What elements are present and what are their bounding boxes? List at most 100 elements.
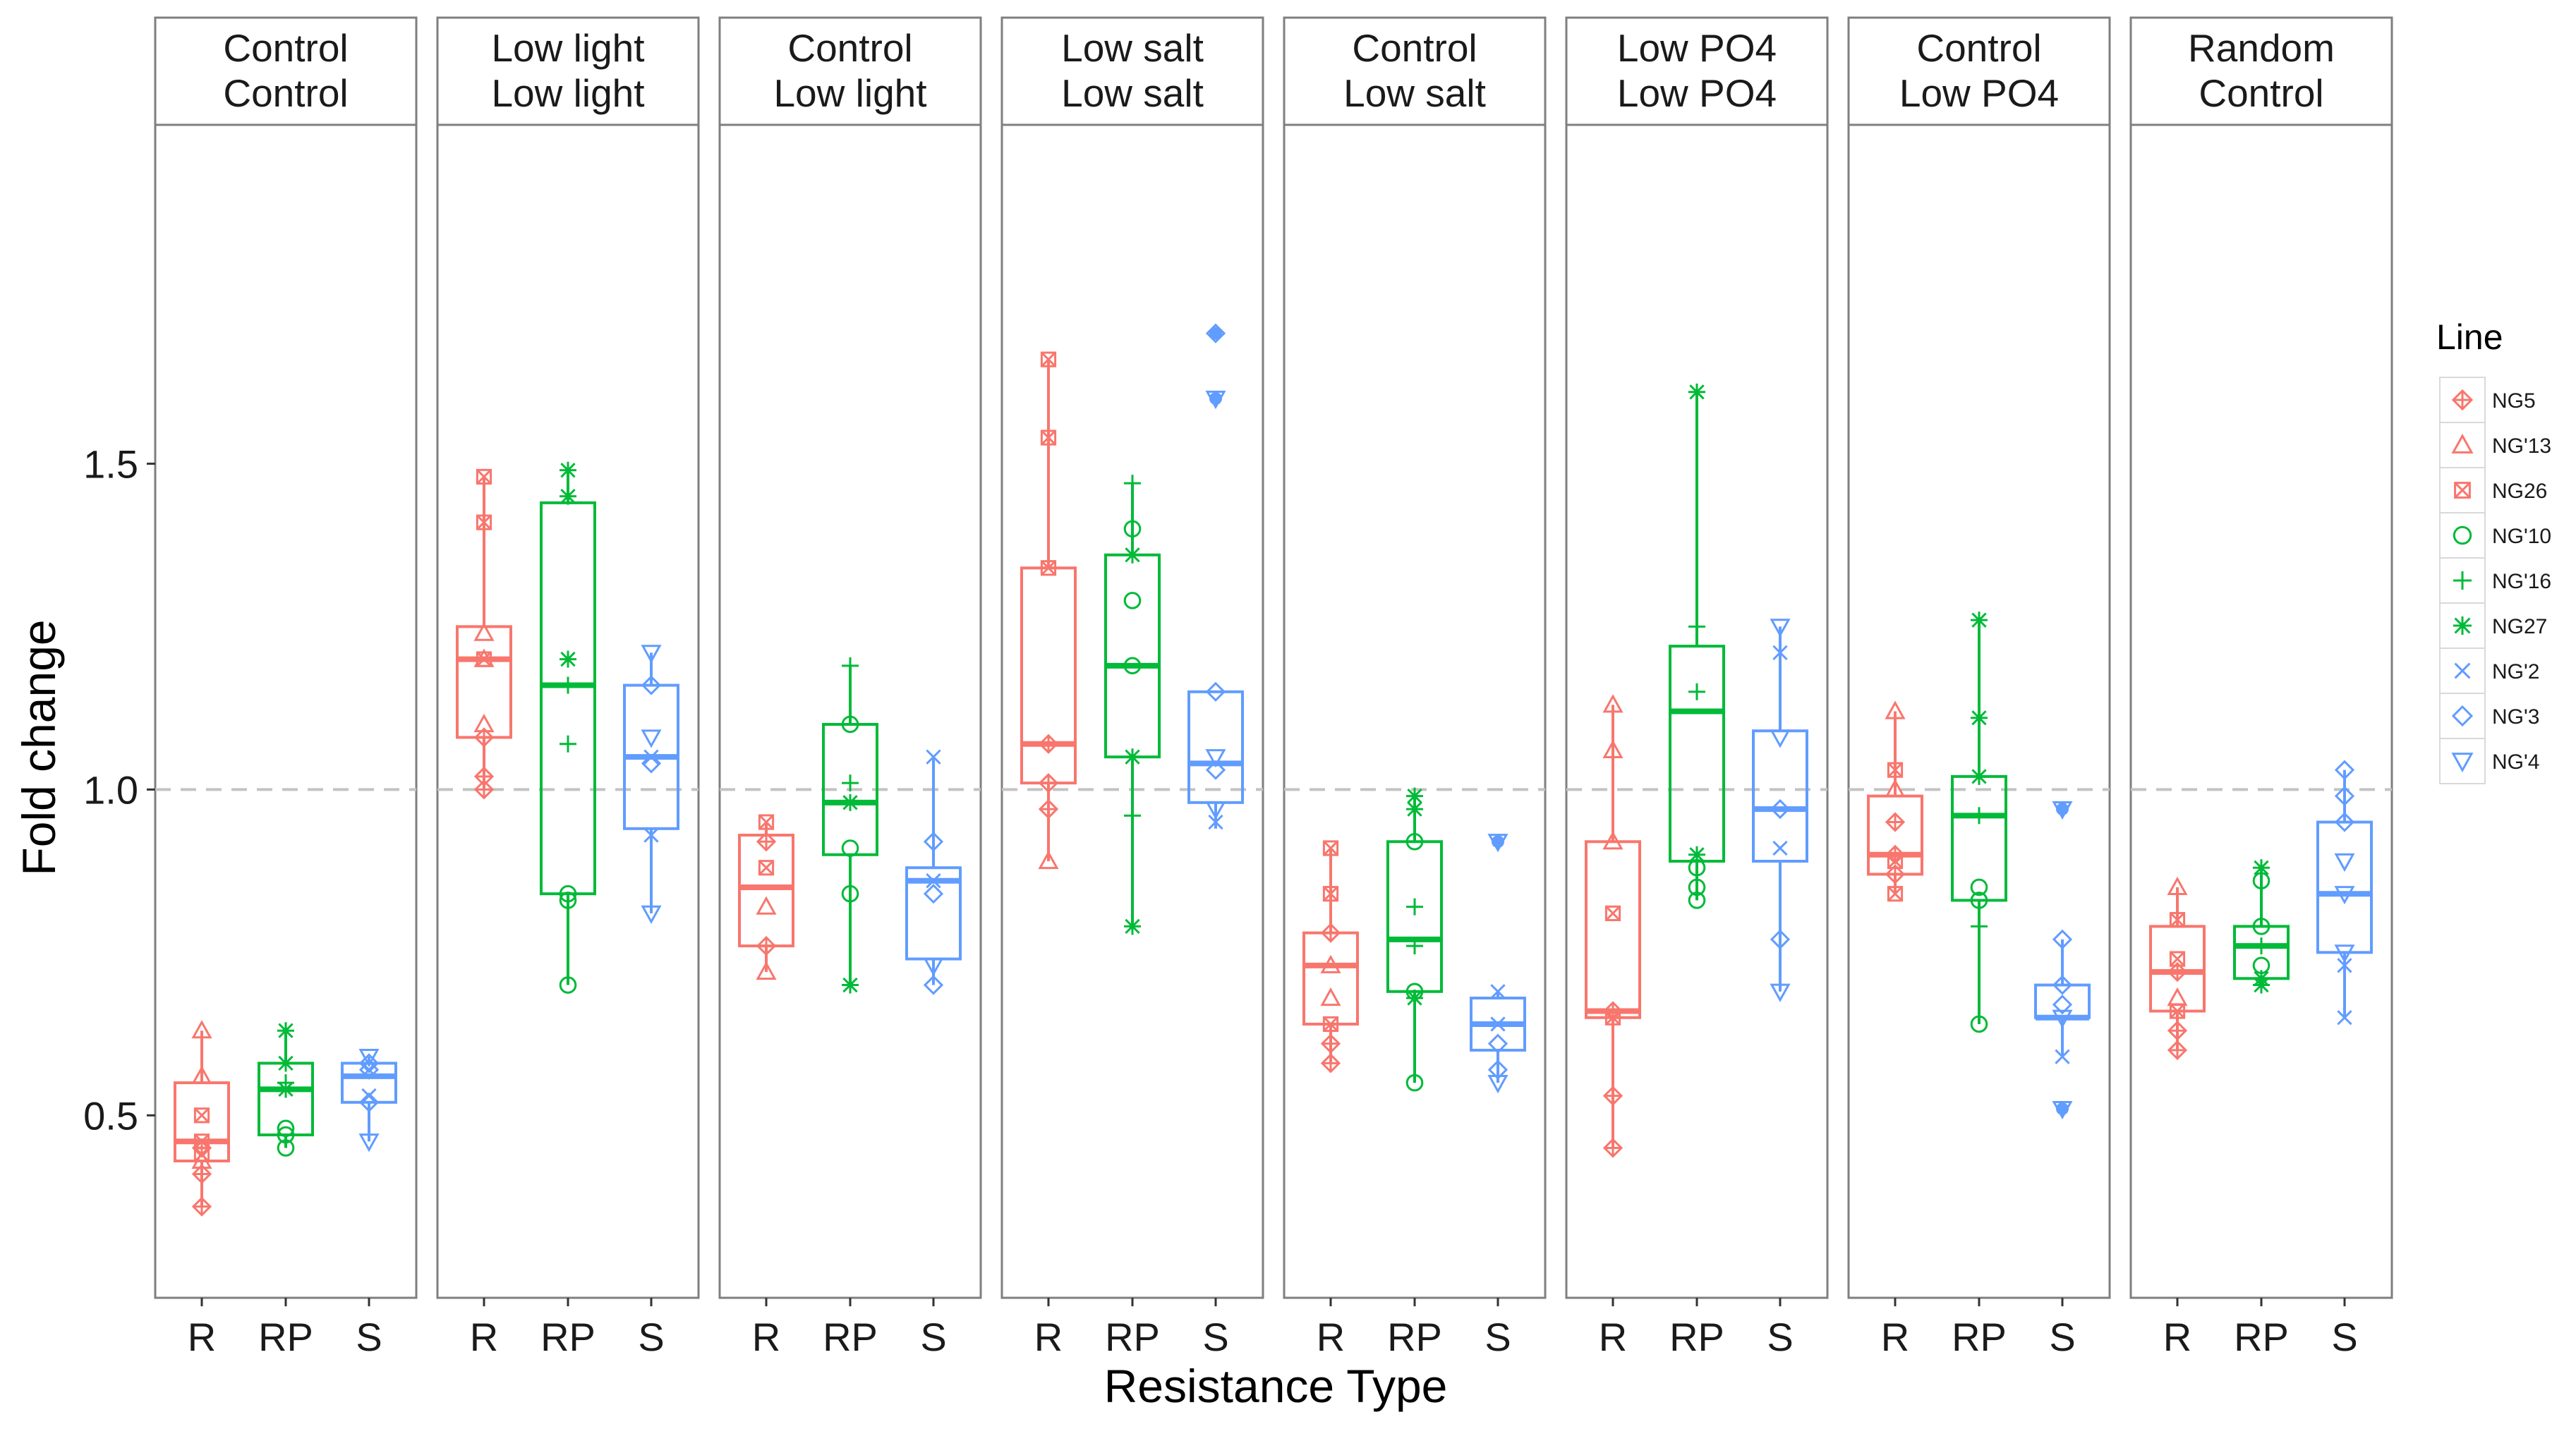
legend-item-ng5: NG5 — [2439, 377, 2536, 423]
point-ng-10 — [1970, 892, 1988, 909]
point-ng27 — [1688, 383, 1705, 401]
y-tick-label: 1.5 — [83, 442, 138, 486]
x-axis-title: Resistance Type — [1104, 1360, 1448, 1412]
point-ng-2 — [1490, 1016, 1506, 1032]
boxplot-s — [623, 652, 679, 913]
point-ng-2 — [2337, 1010, 2352, 1026]
point-ng-4 — [923, 957, 944, 976]
x-tick-label: RP — [1105, 1315, 1160, 1359]
point-ng5 — [1038, 734, 1059, 754]
legend-label: NG'13 — [2492, 434, 2551, 458]
legend-key — [2439, 693, 2486, 739]
x-tick-label: R — [2163, 1315, 2191, 1359]
point-ng26 — [1887, 762, 1904, 778]
point-ng26 — [2169, 1003, 2186, 1019]
point-ng5 — [1320, 1033, 1341, 1054]
point-ng-10 — [277, 1139, 295, 1157]
point-ng5 — [1320, 1053, 1341, 1074]
point-ng-2 — [926, 873, 941, 889]
point-ng5 — [1320, 923, 1341, 943]
point-ng5 — [191, 1196, 212, 1217]
point-ng-13 — [473, 713, 495, 733]
point-ng-13 — [1038, 850, 1059, 870]
facet-strip-label: Low light — [491, 71, 644, 115]
point-ng5 — [1602, 1138, 1623, 1158]
point-ng-10 — [2252, 918, 2270, 935]
point-ng27 — [560, 461, 576, 479]
point-ng26 — [476, 651, 492, 667]
point-ng27 — [277, 1081, 294, 1098]
point-ng27 — [2253, 976, 2270, 994]
point-ng-10 — [277, 1119, 295, 1138]
point-ng-10 — [1405, 1074, 1424, 1092]
point-ng26 — [758, 814, 775, 830]
legend-item-ng26: NG26 — [2439, 467, 2547, 513]
legend-label: NG'10 — [2492, 525, 2551, 548]
point-ng-10 — [1688, 878, 1706, 896]
legend-label: NG27 — [2492, 615, 2547, 638]
y-tick-label: 1.0 — [83, 767, 138, 812]
legend-item-ng-2: NG'2 — [2439, 647, 2539, 694]
point-ng27 — [842, 976, 859, 994]
facet-strip-label: Low PO4 — [1617, 71, 1777, 115]
point-ng5 — [2167, 1021, 2188, 1041]
facet-strip-label: Control — [223, 26, 348, 70]
x-tick-label: R — [188, 1315, 216, 1359]
point-ng-4 — [2334, 944, 2355, 963]
box-iqr — [456, 625, 512, 739]
boxplot-s — [2034, 803, 2091, 1116]
point-ng-4 — [1770, 619, 1791, 638]
x-tick-label: RP — [540, 1315, 595, 1359]
point-ng-2 — [1772, 645, 1788, 661]
point-ng-4 — [2052, 801, 2073, 820]
point-ng-16 — [1124, 475, 1141, 492]
box-iqr — [1386, 840, 1443, 993]
point-ng27 — [1124, 748, 1141, 766]
y-axis: 0.5 1.0 1.5 — [83, 442, 155, 1138]
facet-strip-label: Control — [1352, 26, 1477, 70]
point-ng-4 — [641, 729, 662, 748]
point-ng-2 — [2055, 1049, 2070, 1064]
point-ng-3 — [1770, 929, 1791, 949]
facet-strip-label: Low light — [773, 71, 926, 115]
legend-item-ng-13: NG'13 — [2439, 422, 2551, 468]
legend-item-ng-10: NG'10 — [2439, 512, 2551, 559]
point-ng26 — [1040, 351, 1057, 367]
boxplot-rp — [2233, 868, 2290, 985]
point-ng-3 — [1205, 760, 1226, 780]
legend-label: NG'3 — [2492, 705, 2539, 729]
point-ng-4 — [1205, 749, 1226, 768]
point-ng26 — [1322, 840, 1339, 856]
point-ng5 — [473, 766, 495, 787]
legend-item-ng27: NG27 — [2439, 602, 2547, 649]
facet-strip — [1000, 16, 1264, 126]
point-ng26 — [1887, 853, 1904, 870]
point-ng-3 — [1205, 681, 1226, 702]
facet-strip-label: Random — [2188, 26, 2335, 70]
point-ng-3 — [2052, 975, 2073, 995]
point-ng-3 — [641, 675, 662, 695]
point-ng-10 — [1688, 892, 1706, 909]
point-ng-13 — [2167, 876, 2188, 896]
facet-strip — [1283, 16, 1547, 126]
x-tick-label: S — [356, 1315, 382, 1359]
point-ng-16 — [1406, 898, 1423, 916]
point-ng27 — [2253, 859, 2270, 877]
box-iqr — [738, 834, 794, 948]
point-ng27 — [1124, 546, 1141, 564]
x-tick-label: S — [1767, 1315, 1793, 1359]
point-ng-16 — [842, 774, 859, 792]
point-ng26 — [2169, 951, 2186, 967]
point-ng-4 — [358, 1133, 380, 1153]
point-ng-2 — [361, 1088, 377, 1104]
point-ng-3 — [1770, 798, 1791, 820]
point-ng27 — [277, 1054, 294, 1072]
point-ng26 — [476, 468, 492, 485]
point-ng-13 — [473, 622, 495, 641]
point-ng-2 — [643, 827, 659, 843]
point-ng-4 — [641, 645, 662, 664]
point-ng26 — [193, 1146, 210, 1162]
facet-strip-label: Control — [2199, 71, 2323, 115]
